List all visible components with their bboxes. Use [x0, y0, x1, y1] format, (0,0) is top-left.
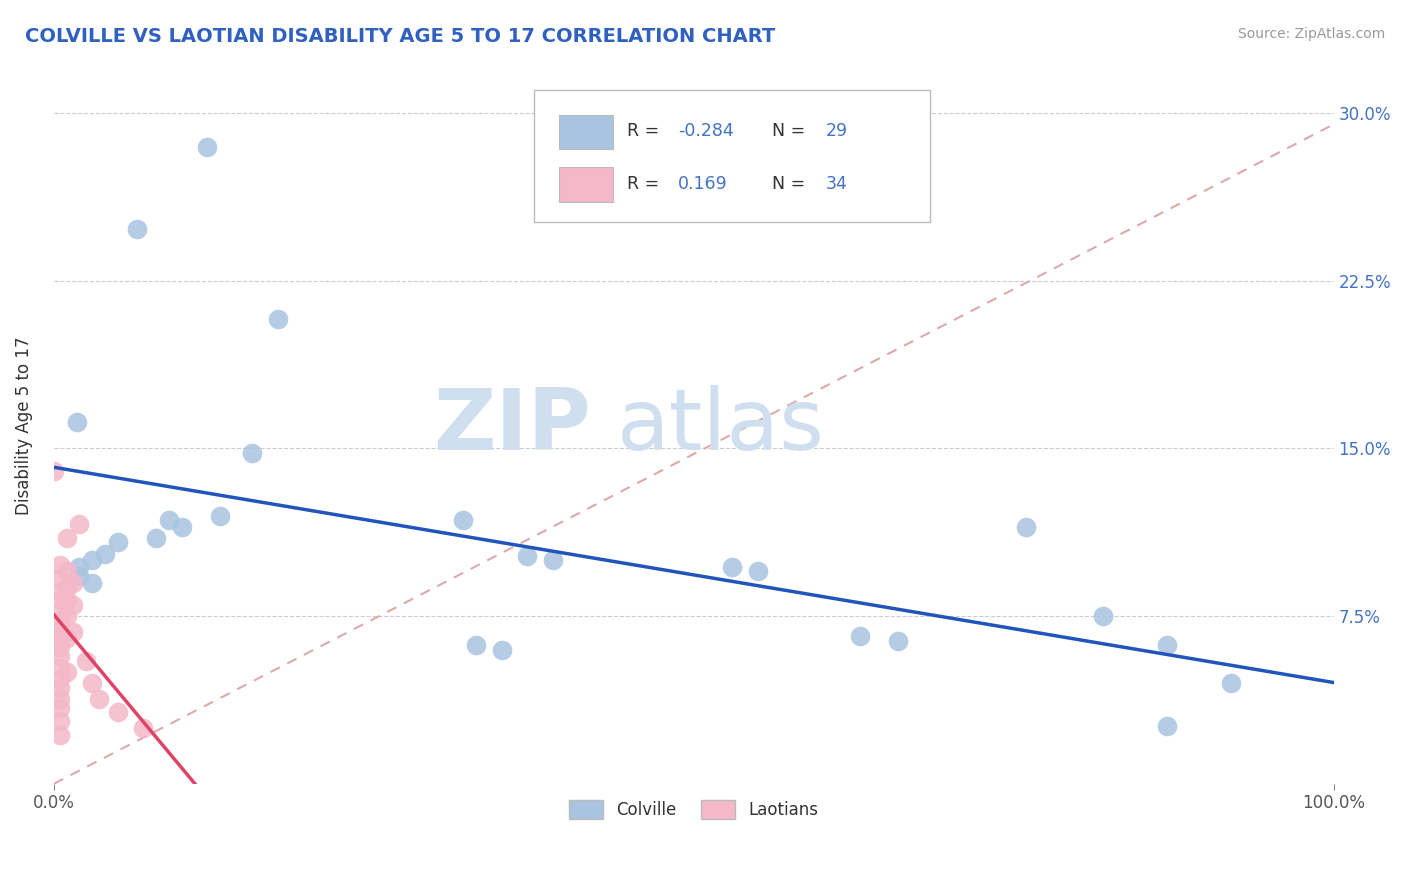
Point [62, 598, 84, 612]
Point [42, 464, 65, 478]
Point [170, 519, 193, 533]
Point [55, 665, 77, 679]
Point [87, 691, 110, 706]
Point [1156, 718, 1178, 732]
Point [465, 638, 488, 652]
Point [49, 728, 72, 742]
Point [55, 609, 77, 624]
Point [1092, 609, 1115, 624]
Point [49, 672, 72, 686]
Point [49, 614, 72, 628]
Point [541, 553, 564, 567]
Point [82, 676, 104, 690]
Point [1156, 638, 1178, 652]
Point [67, 560, 90, 574]
Text: R =: R = [627, 122, 665, 140]
Point [82, 553, 104, 567]
Point [516, 549, 538, 563]
Point [49, 584, 72, 599]
Point [67, 569, 90, 583]
Point [49, 605, 72, 619]
Point [887, 633, 910, 648]
Point [1220, 676, 1243, 690]
Point [240, 446, 263, 460]
Text: atlas: atlas [617, 384, 825, 467]
Point [49, 681, 72, 695]
Text: Source: ZipAtlas.com: Source: ZipAtlas.com [1237, 27, 1385, 41]
Point [1015, 519, 1038, 533]
Point [491, 642, 513, 657]
Text: N =: N = [762, 175, 811, 193]
Point [66, 415, 89, 429]
Point [62, 624, 84, 639]
Point [453, 513, 475, 527]
Point [55, 580, 77, 594]
Point [125, 222, 148, 236]
Point [49, 571, 72, 585]
Point [145, 531, 167, 545]
Point [49, 632, 72, 646]
Text: 0.169: 0.169 [678, 175, 728, 193]
Point [49, 700, 72, 714]
Point [209, 508, 232, 523]
Bar [560, 115, 613, 149]
Point [721, 560, 744, 574]
Text: R =: R = [627, 175, 665, 193]
Point [157, 513, 180, 527]
Point [55, 632, 77, 646]
Point [107, 535, 129, 549]
Point [132, 721, 155, 735]
Text: N =: N = [762, 122, 811, 140]
Point [67, 517, 90, 532]
Text: COLVILLE VS LAOTIAN DISABILITY AGE 5 TO 17 CORRELATION CHART: COLVILLE VS LAOTIAN DISABILITY AGE 5 TO … [25, 27, 776, 45]
Point [49, 660, 72, 674]
Text: ZIP: ZIP [433, 384, 592, 467]
Point [94, 547, 117, 561]
Point [107, 705, 129, 719]
Y-axis label: Disability Age 5 to 17: Disability Age 5 to 17 [15, 337, 32, 516]
Point [55, 593, 77, 607]
Text: 34: 34 [825, 175, 848, 193]
Text: 29: 29 [825, 122, 848, 140]
Point [55, 565, 77, 579]
Bar [560, 167, 613, 202]
Point [49, 593, 72, 607]
Point [49, 558, 72, 572]
Point [62, 575, 84, 590]
Point [82, 575, 104, 590]
Point [75, 654, 97, 668]
Point [49, 714, 72, 728]
Legend: Colville, Laotians: Colville, Laotians [562, 793, 825, 825]
Point [267, 311, 290, 326]
Point [49, 640, 72, 655]
Point [49, 691, 72, 706]
FancyBboxPatch shape [534, 90, 931, 222]
Text: -0.284: -0.284 [678, 122, 734, 140]
Point [849, 629, 872, 643]
Point [49, 623, 72, 637]
Point [49, 649, 72, 664]
Point [747, 565, 769, 579]
Point [197, 140, 219, 154]
Point [55, 531, 77, 545]
